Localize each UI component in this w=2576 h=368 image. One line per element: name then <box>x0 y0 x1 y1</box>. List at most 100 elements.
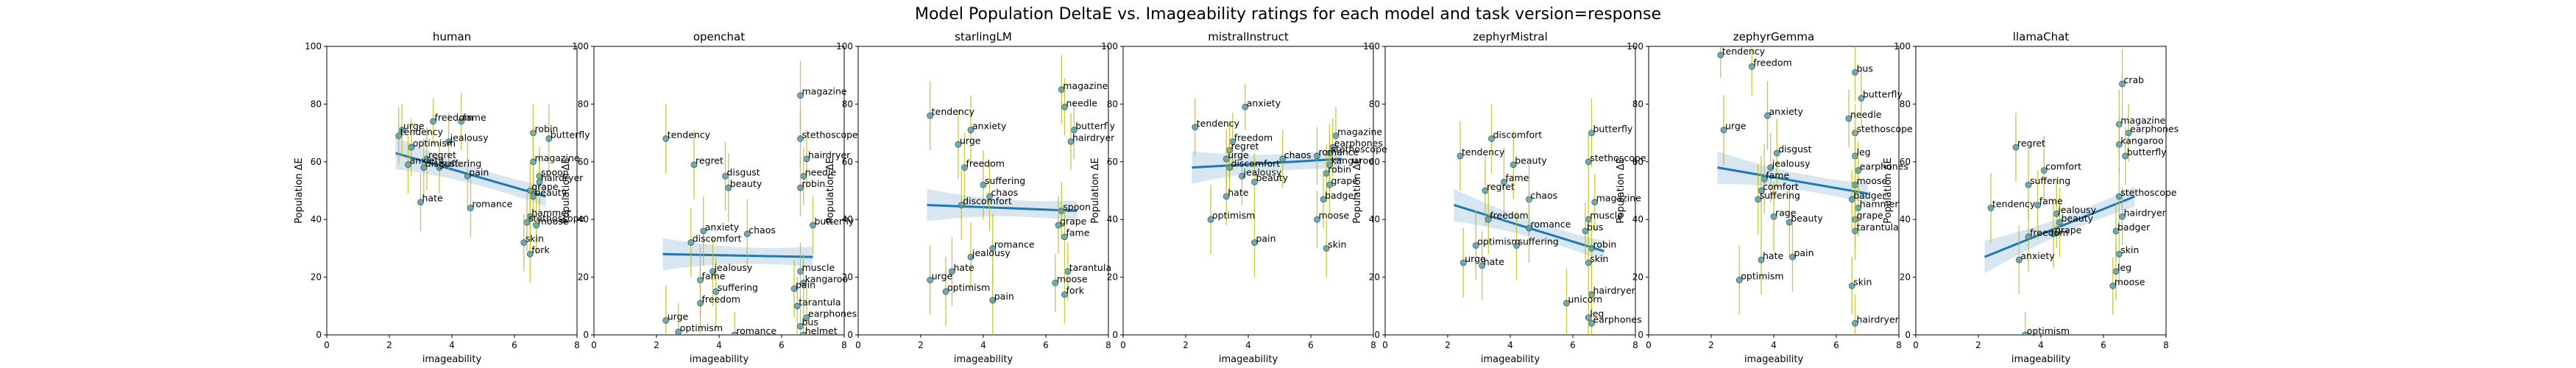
point-label: discomfort <box>963 196 1012 207</box>
panel-title: zephyrGemma <box>1733 30 1814 43</box>
point-label: suffering <box>2030 175 2070 186</box>
plot-area <box>662 60 816 335</box>
x-tick-label: 8 <box>1896 340 1902 350</box>
point-label: discomfort <box>1493 129 1543 140</box>
point-label: unicorn <box>1568 294 1603 305</box>
data-point <box>2056 219 2063 226</box>
point-label: hairdryer <box>808 149 851 160</box>
point-label: disgust <box>425 158 459 169</box>
confidence-band <box>395 137 546 207</box>
data-point <box>420 164 428 171</box>
data-point <box>1585 158 1592 166</box>
data-point <box>1192 124 1199 131</box>
y-tick-label: 100 <box>572 41 589 52</box>
data-point <box>1485 216 1492 223</box>
data-point <box>797 135 804 142</box>
data-point <box>1457 152 1464 160</box>
data-point <box>1320 196 1327 203</box>
point-label: freedom <box>966 158 1005 169</box>
data-point <box>958 202 965 209</box>
point-label: anxiety <box>705 222 740 233</box>
point-label: skin <box>526 233 544 244</box>
data-point <box>1061 291 1068 298</box>
point-label: grape <box>1857 210 1884 221</box>
data-point <box>545 135 553 142</box>
data-point <box>675 328 682 335</box>
point-label: muscle <box>1590 210 1623 221</box>
data-point <box>1067 138 1075 145</box>
point-label: romance <box>736 325 776 336</box>
point-label: needle <box>805 166 837 177</box>
data-point <box>986 193 993 200</box>
point-label: butterfly <box>1593 124 1633 135</box>
x-tick-label: 8 <box>574 340 580 350</box>
point-label: fame <box>1766 169 1789 180</box>
data-point <box>1770 213 1777 220</box>
data-point <box>2022 331 2029 335</box>
y-axis-label: Population ΔE <box>825 158 836 224</box>
y-tick-label: 0 <box>847 330 853 340</box>
point-label: earphones <box>1593 314 1642 325</box>
x-tick-label: 2 <box>1708 340 1714 350</box>
x-tick-label: 4 <box>716 340 722 350</box>
point-label: suffering <box>441 158 481 169</box>
x-tick-label: 4 <box>980 340 986 350</box>
x-tick-label: 8 <box>1105 340 1111 350</box>
data-point <box>2122 152 2129 160</box>
data-point <box>1314 152 1320 160</box>
data-point <box>949 268 955 275</box>
point-label: urge <box>1465 253 1486 264</box>
data-point <box>526 250 534 258</box>
point-label: optimism <box>2027 325 2070 336</box>
data-point <box>1720 127 1727 134</box>
x-tick-label: 6 <box>779 340 785 350</box>
data-point <box>1852 227 1858 235</box>
point-label: robin <box>802 178 826 189</box>
y-tick-label: 20 <box>578 272 589 283</box>
y-tick-label: 40 <box>311 214 322 224</box>
data-point <box>1239 172 1245 180</box>
x-axis-label: imageability <box>954 354 1013 365</box>
point-label: tendency <box>1462 146 1505 158</box>
y-tick-label: 60 <box>842 157 853 167</box>
point-label: leg <box>1857 146 1871 158</box>
point-label: moose <box>1857 175 1888 186</box>
y-tick-label: 20 <box>1107 272 1118 283</box>
point-label: hairdryer <box>1593 285 1636 296</box>
data-point <box>797 92 804 99</box>
point-label: beauty <box>2062 213 2094 224</box>
point-label: fork <box>531 244 550 255</box>
data-point <box>533 222 540 229</box>
x-tick-label: 8 <box>841 340 847 350</box>
data-point <box>797 184 804 191</box>
point-label: crab <box>2124 74 2145 85</box>
point-label: earphones <box>808 308 857 319</box>
data-point <box>697 300 704 307</box>
point-label: beauty <box>1791 213 1823 224</box>
data-point <box>1052 280 1059 286</box>
point-label: beauty <box>535 187 567 198</box>
point-label: optimism <box>1212 210 1255 221</box>
point-label: freedom <box>435 112 473 123</box>
y-tick-label: 40 <box>1900 214 1911 224</box>
point-label: magazine <box>1596 193 1641 204</box>
point-label: kangaroo <box>2120 135 2163 146</box>
point-label: leg <box>2117 262 2131 273</box>
point-label: urge <box>1725 121 1747 132</box>
data-point <box>458 118 465 125</box>
data-point <box>1588 319 1595 327</box>
data-point <box>989 244 997 252</box>
data-point <box>1767 164 1774 171</box>
point-label: disgust <box>1778 144 1811 155</box>
point-label: suffering <box>1760 190 1800 201</box>
y-tick-label: 80 <box>1900 99 1911 109</box>
panel-title: openchat <box>693 30 745 43</box>
y-tick-label: 80 <box>311 99 322 109</box>
point-label: earphones <box>1334 138 1383 149</box>
point-label: regret <box>428 149 456 160</box>
point-label: badger <box>1853 190 1886 201</box>
data-point <box>967 127 974 134</box>
point-label: hate <box>1484 256 1504 267</box>
